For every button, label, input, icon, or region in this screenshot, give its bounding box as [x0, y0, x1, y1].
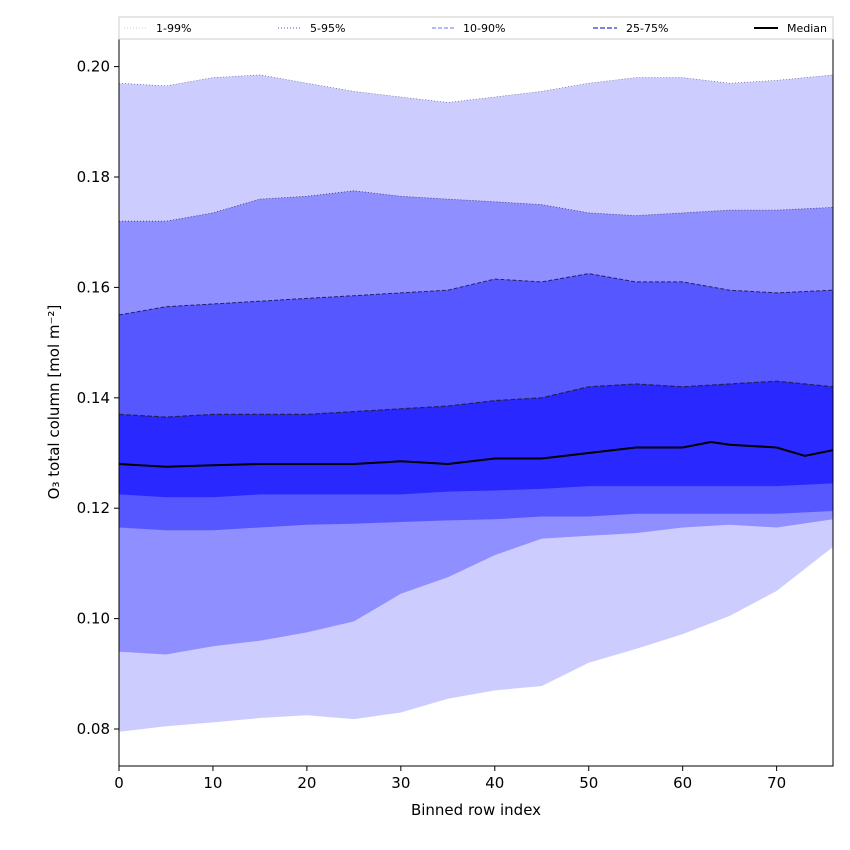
- y-tick-label: 0.12: [77, 499, 110, 517]
- x-tick-label: 10: [203, 774, 222, 792]
- median-layer: [118, 440, 834, 468]
- x-tick-label: 20: [297, 774, 316, 792]
- y-tick-label: 0.14: [77, 389, 110, 407]
- band-upper-edge-5-95: [119, 190, 834, 222]
- y-tick-label: 0.10: [77, 610, 110, 628]
- legend-entry-1-99: 1-99%: [124, 22, 191, 35]
- legend-label-10-90: 10-90%: [463, 22, 505, 35]
- legend-label-1-99: 1-99%: [156, 22, 191, 35]
- x-tick-label: 70: [767, 774, 786, 792]
- legend-entry-5-95: 5-95%: [278, 22, 345, 35]
- y-tick-label: 0.16: [77, 278, 110, 296]
- legend-entry-median: Median: [754, 22, 827, 35]
- legend-box: [118, 16, 834, 40]
- median-line: [118, 440, 834, 468]
- legend-entry-10-90: 10-90%: [432, 22, 505, 35]
- band-upper-edge-10-90: [118, 273, 834, 316]
- y-tick-label: 0.18: [77, 168, 110, 186]
- legend-entry-25-75: 25-75%: [593, 22, 668, 35]
- x-tick-label: 0: [114, 774, 124, 792]
- legend: 1-99% 5-95% 10-90% 25-75% Median: [118, 16, 834, 40]
- band-25-75: [119, 381, 833, 498]
- band-upper-edge-25-75: [118, 380, 834, 418]
- x-tick-label: 30: [391, 774, 410, 792]
- x-tick-label: 40: [485, 774, 504, 792]
- y-tick-label: 0.20: [77, 58, 110, 76]
- x-tick-label: 60: [673, 774, 692, 792]
- x-axis-label: Binned row index: [411, 801, 541, 819]
- bands-layer: [118, 74, 834, 732]
- y-tick-label: 0.08: [77, 720, 110, 738]
- legend-label-25-75: 25-75%: [626, 22, 668, 35]
- y-axis-label: O₃ total column [mol m⁻²]: [45, 305, 63, 500]
- legend-label-5-95: 5-95%: [310, 22, 345, 35]
- legend-label-median: Median: [787, 22, 827, 35]
- x-tick-label: 50: [579, 774, 598, 792]
